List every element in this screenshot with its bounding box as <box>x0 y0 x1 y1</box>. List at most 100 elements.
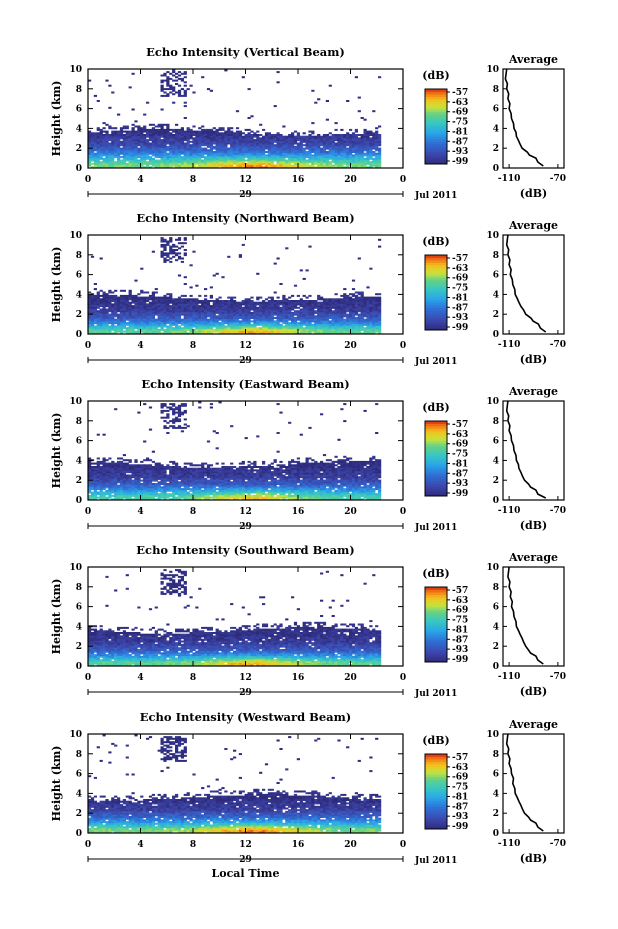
heatmap-cell <box>264 134 269 136</box>
heatmap-cell <box>221 144 225 147</box>
heatmap-cell <box>256 310 260 313</box>
heatmap-cell <box>296 151 300 153</box>
heatmap-cell <box>108 308 112 311</box>
heatmap-cell <box>166 149 170 152</box>
heatmap-cell <box>128 159 132 162</box>
heatmap-cell <box>357 318 361 321</box>
heatmap-cell <box>128 86 132 89</box>
heatmap-cell <box>378 320 382 323</box>
date-label: 29 <box>239 356 252 366</box>
heatmap-cell <box>302 313 306 316</box>
heatmap-cell <box>238 139 242 142</box>
heatmap-cell <box>340 156 344 159</box>
heatmap-cell <box>340 327 344 330</box>
heatmap-cell <box>337 322 341 325</box>
heatmap-cell <box>331 159 335 162</box>
heatmap-cell <box>322 156 327 159</box>
heatmap-cell <box>163 142 167 145</box>
heatmap-cell <box>221 132 225 135</box>
heatmap-cell <box>238 145 242 148</box>
heatmap-cell <box>227 323 231 326</box>
heatmap-cell <box>163 315 167 318</box>
heatmap-cell <box>273 325 277 328</box>
heatmap-cell <box>320 301 324 304</box>
heatmap-cell <box>119 462 124 465</box>
heatmap-cell <box>212 274 216 277</box>
heatmap-cell <box>366 300 370 302</box>
heatmap-cell <box>227 328 231 331</box>
heatmap-cell <box>102 496 106 499</box>
heatmap-cell <box>169 245 173 248</box>
heatmap-cell <box>119 132 124 135</box>
heatmap-cell <box>117 469 121 472</box>
heatmap-cell <box>192 322 196 325</box>
heatmap-cell <box>114 476 118 479</box>
heatmap-cell <box>201 166 205 169</box>
heatmap-cell <box>114 491 118 494</box>
heatmap-cell <box>105 486 109 489</box>
heatmap-cell <box>122 303 126 306</box>
heatmap-cell <box>90 144 95 147</box>
heatmap-cell <box>172 101 176 104</box>
heatmap-cell <box>253 162 257 165</box>
heatmap-cell <box>241 318 245 321</box>
heatmap-cell <box>259 322 263 325</box>
heatmap-cell <box>285 142 289 145</box>
heatmap-cell <box>354 318 358 321</box>
heatmap-cell <box>363 311 367 314</box>
heatmap-cell <box>160 252 164 255</box>
heatmap-cell <box>314 325 318 328</box>
heatmap-cell <box>351 323 356 326</box>
heatmap-cell <box>230 327 234 330</box>
heatmap-cell <box>288 313 292 316</box>
heatmap-cell <box>288 157 292 160</box>
heatmap-cell <box>114 139 118 142</box>
heatmap-cell <box>128 162 132 165</box>
heatmap-cell <box>201 323 205 326</box>
heatmap-cell <box>195 330 199 333</box>
heatmap-cell <box>131 301 135 304</box>
heatmap-cell <box>125 298 129 301</box>
heatmap-cell <box>186 303 190 306</box>
heatmap-cell <box>285 137 289 140</box>
heatmap-cell <box>357 161 361 164</box>
heatmap-cell <box>93 134 97 136</box>
heatmap-cell <box>105 140 109 143</box>
heatmap-cell <box>195 156 199 159</box>
heatmap-cell <box>311 303 315 306</box>
heatmap-cell <box>351 300 356 302</box>
heatmap-cell <box>293 152 298 155</box>
heatmap-cell <box>183 164 187 167</box>
heatmap-cell <box>151 294 155 297</box>
heatmap-cell <box>143 322 147 325</box>
heatmap-cell <box>119 330 124 333</box>
heatmap-cell <box>354 156 358 159</box>
heatmap-cell <box>224 147 228 150</box>
heatmap-cell <box>146 162 150 165</box>
heatmap-cell <box>250 139 254 142</box>
heatmap-cell <box>375 142 379 145</box>
heatmap-cell <box>119 496 124 499</box>
colorbar-band <box>425 89 447 92</box>
heatmap-cell <box>111 477 115 480</box>
heatmap-cell <box>189 300 193 302</box>
heatmap-cell <box>279 151 283 153</box>
heatmap-cell <box>227 318 231 321</box>
heatmap-cell <box>346 308 350 311</box>
heatmap-cell <box>90 145 95 148</box>
heatmap-cell <box>328 325 332 328</box>
heatmap-cell <box>343 296 347 299</box>
heatmap-cell <box>279 320 283 323</box>
heatmap-cell <box>247 320 251 323</box>
heatmap-cell <box>163 164 167 167</box>
heatmap-cell <box>131 320 135 323</box>
heatmap-cell <box>215 144 219 147</box>
heatmap-cell <box>276 162 280 165</box>
heatmap-cell <box>119 151 124 153</box>
heatmap-cell <box>354 325 358 328</box>
heatmap-cell <box>148 322 153 325</box>
heatmap-cell <box>340 164 344 167</box>
heatmap-cell <box>250 154 254 157</box>
heatmap-cell <box>221 322 225 325</box>
heatmap-cell <box>221 323 225 326</box>
